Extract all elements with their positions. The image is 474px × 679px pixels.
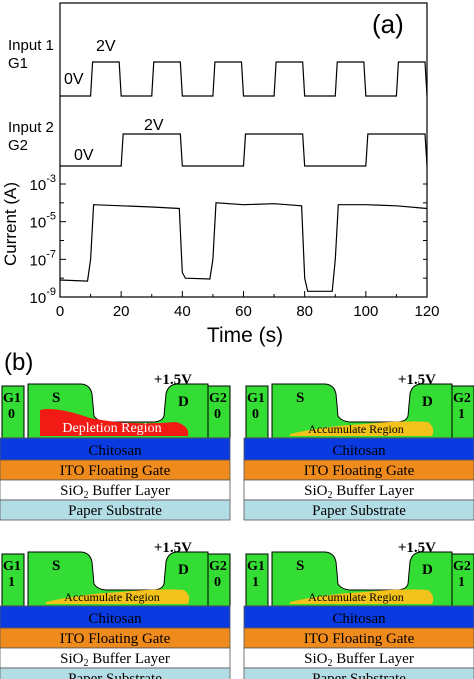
paper-label: Paper Substrate	[68, 671, 162, 679]
gate2-value: 1	[458, 407, 465, 422]
paper-label: Paper Substrate	[312, 671, 406, 679]
input1-low-label: 0V	[64, 71, 84, 88]
current-series-line	[59, 202, 428, 292]
gate2-label: G2	[209, 559, 227, 574]
accumulate-region-fill	[290, 421, 434, 436]
device-2: G10 G21 S D +1.5V Accumulate Region Chitosan IT…	[243, 372, 474, 521]
input2-waveform	[60, 133, 428, 167]
x-tick-label: 0	[56, 303, 64, 320]
drain-label: D	[422, 394, 433, 410]
input1-gate: G1	[8, 55, 28, 72]
chitosan-label: Chitosan	[88, 443, 142, 459]
gate1-label: G1	[247, 391, 265, 406]
drain-voltage-label: +1.5V	[154, 540, 192, 556]
input2-low-label: 0V	[74, 147, 94, 164]
source-label: S	[52, 558, 60, 574]
sio2-label: SiO2 Buffer Layer	[304, 651, 414, 669]
chitosan-label: Chitosan	[88, 611, 142, 627]
gate1-value: 1	[8, 575, 15, 590]
ito-label: ITO Floating Gate	[304, 631, 415, 647]
y-ticks: 10-9 10-7 10-5 10-3	[30, 173, 427, 307]
gate2-value: 0	[214, 575, 221, 590]
chitosan-label: Chitosan	[332, 611, 386, 627]
y-tick-label: 10-5	[30, 211, 56, 232]
region-label: Accumulate Region	[308, 590, 404, 604]
paper-label: Paper Substrate	[312, 503, 406, 519]
paper-layer	[243, 667, 474, 679]
gate1-value: 1	[252, 575, 259, 590]
gate2-value: 0	[214, 407, 221, 422]
x-tick-label: 20	[113, 303, 130, 320]
sio2-label: SiO2 Buffer Layer	[60, 651, 170, 669]
source-label: S	[296, 558, 304, 574]
input1-waveform	[60, 61, 428, 97]
ito-label: ITO Floating Gate	[60, 463, 171, 479]
source-label: S	[52, 390, 60, 406]
depletion-region-fill	[40, 409, 189, 436]
region-label: Depletion Region	[62, 421, 161, 436]
input1-label: Input 1	[8, 37, 54, 54]
y-tick-label: 10-7	[30, 248, 56, 269]
y-axis-label: Current (A)	[1, 182, 20, 266]
x-ticks: 0 20 40 60 80 100 120	[56, 291, 440, 320]
accumulate-region-fill	[46, 589, 190, 604]
y-tick-label: 10-3	[30, 173, 56, 194]
x-tick-label: 40	[174, 303, 191, 320]
gate1-value: 0	[8, 407, 15, 422]
paper-layer	[243, 499, 474, 521]
gate1-value: 0	[252, 407, 259, 422]
x-tick-label: 60	[235, 303, 252, 320]
source-label: S	[296, 390, 304, 406]
ito-label: ITO Floating Gate	[304, 463, 415, 479]
device-3: G11 G20 S D +1.5V Accumulate Region Chitosan IT…	[0, 540, 231, 679]
drain-label: D	[422, 562, 433, 578]
drain-label: D	[178, 562, 189, 578]
drain-voltage-label: +1.5V	[398, 540, 436, 556]
input1-high-label: 2V	[96, 38, 116, 55]
chitosan-label: Chitosan	[332, 443, 386, 459]
sio2-label: SiO2 Buffer Layer	[304, 483, 414, 501]
input2-label: Input 2	[8, 119, 54, 136]
gate1-label: G1	[3, 391, 21, 406]
drain-voltage-label: +1.5V	[398, 372, 436, 388]
region-label: Accumulate Region	[308, 422, 404, 436]
gate1-label: G1	[3, 559, 21, 574]
sio2-label: SiO2 Buffer Layer	[60, 483, 170, 501]
x-tick-label: 100	[353, 303, 378, 320]
gate2-value: 1	[458, 575, 465, 590]
gate2-label: G2	[453, 559, 471, 574]
x-axis-label: Time (s)	[207, 324, 283, 347]
panel-a: (a) Input 1 G1 2V 0V Input 2 G2 2V 0V 10…	[1, 2, 440, 347]
paper-label: Paper Substrate	[68, 503, 162, 519]
panel-b-label: (b)	[4, 349, 33, 376]
drain-label: D	[178, 394, 189, 410]
paper-layer	[0, 667, 231, 679]
accumulate-region-fill	[290, 589, 434, 604]
x-tick-label: 80	[296, 303, 313, 320]
panel-a-label: (a)	[372, 9, 404, 39]
x-tick-label: 120	[414, 303, 439, 320]
drain-voltage-label: +1.5V	[154, 372, 192, 388]
gate2-label: G2	[209, 391, 227, 406]
region-label: Accumulate Region	[64, 590, 160, 604]
gate2-label: G2	[453, 391, 471, 406]
ito-label: ITO Floating Gate	[60, 631, 171, 647]
paper-layer	[0, 499, 231, 521]
y-tick-label: 10-9	[30, 286, 56, 307]
input2-gate: G2	[8, 137, 28, 154]
gate1-label: G1	[247, 559, 265, 574]
input2-high-label: 2V	[144, 117, 164, 134]
